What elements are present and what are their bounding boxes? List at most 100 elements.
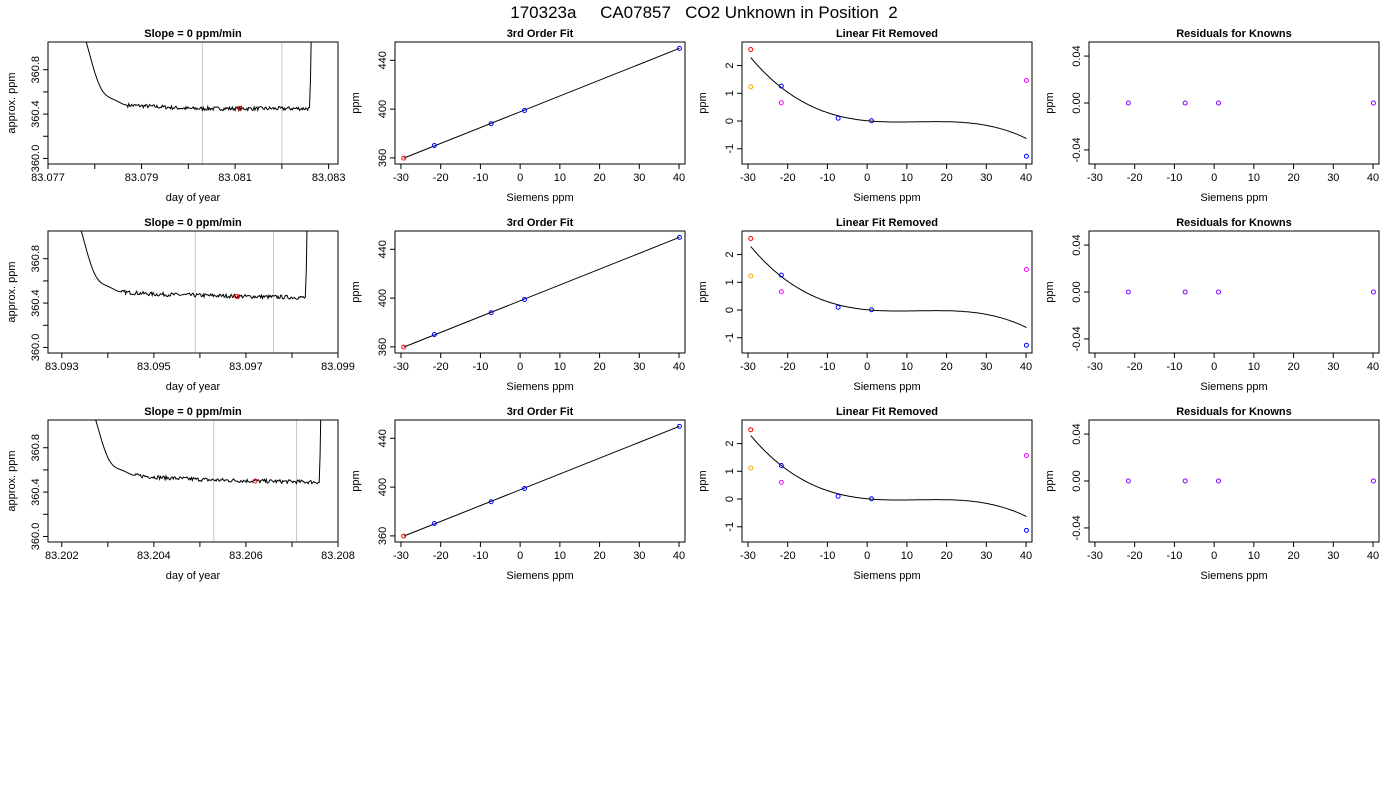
- y-tick-label: 1: [724, 90, 736, 96]
- x-tick-label: 30: [980, 361, 992, 373]
- x-tick-label: 20: [1287, 361, 1299, 373]
- panel-data: [401, 45, 682, 161]
- y-tick-label: 400: [377, 289, 389, 307]
- data-point: [488, 121, 494, 127]
- x-tick-label: 83.093: [45, 361, 79, 373]
- x-tick-label: 30: [633, 361, 645, 373]
- y-tick-label: 360.8: [30, 56, 42, 84]
- data-point: [869, 118, 875, 124]
- x-axis-label: Siemens ppm: [1200, 570, 1267, 582]
- data-point: [522, 107, 528, 113]
- x-tick-label: 20: [593, 361, 605, 373]
- panel-title: Slope = 0 ppm/min: [144, 406, 242, 418]
- x-tick-label: 20: [940, 550, 952, 562]
- x-tick-label: -20: [780, 361, 796, 373]
- data-point: [778, 83, 784, 89]
- x-tick-label: -10: [1166, 361, 1182, 373]
- panel-frame: [1088, 230, 1380, 354]
- trace-line: [80, 231, 308, 301]
- panel-1-3: Residuals for Knowns -30 -20 -10 0 10 20 30 40 -0…: [1044, 217, 1380, 393]
- x-tick-label: 0: [1211, 172, 1217, 184]
- data-point: [1023, 78, 1029, 84]
- panel-frame: [741, 230, 1033, 354]
- x-tick-label: 83.202: [45, 550, 79, 562]
- y-tick-label: -0.04: [1071, 515, 1083, 540]
- data-point: [778, 272, 784, 278]
- x-tick-label: -30: [740, 361, 756, 373]
- panel-0-3: Residuals for Knowns -30 -20 -10 0 10 20 30 40 -0…: [1044, 28, 1380, 204]
- panel-title: 3rd Order Fit: [507, 217, 574, 229]
- panel-0-1: 3rd Order Fit -30 -20 -10 0 10 20 30 40 360 400 440…: [350, 28, 686, 204]
- y-axis-label: ppm: [350, 281, 362, 302]
- x-tick-label: 40: [673, 550, 685, 562]
- data-point: [778, 100, 784, 106]
- y-tick-label: 360: [377, 338, 389, 356]
- x-tick-label: -20: [1127, 550, 1143, 562]
- panel-data: [1125, 289, 1376, 295]
- x-tick-label: 40: [1020, 172, 1032, 184]
- y-tick-label: -0.04: [1071, 326, 1083, 351]
- panel-title: Linear Fit Removed: [836, 406, 938, 418]
- x-tick-label: -10: [472, 550, 488, 562]
- y-tick-label: 1: [724, 279, 736, 285]
- data-point: [1023, 452, 1029, 458]
- x-tick-label: -20: [433, 172, 449, 184]
- y-tick-label: 0: [724, 307, 736, 313]
- panel-frame: [1088, 41, 1380, 165]
- data-point: [748, 465, 754, 471]
- x-tick-label: 10: [554, 172, 566, 184]
- x-tick-label: -10: [472, 172, 488, 184]
- x-axis-label: Siemens ppm: [1200, 381, 1267, 393]
- x-tick-label: 0: [864, 550, 870, 562]
- panel-title: Residuals for Knowns: [1176, 406, 1292, 418]
- panel-data: [95, 420, 322, 542]
- y-tick-label: 0.00: [1071, 281, 1083, 302]
- x-tick-label: 83.208: [321, 550, 355, 562]
- x-tick-label: -10: [1166, 172, 1182, 184]
- panel-frame: [394, 230, 686, 354]
- y-tick-label: 360.4: [30, 289, 42, 317]
- x-tick-label: 40: [1020, 550, 1032, 562]
- data-point: [522, 485, 528, 491]
- x-tick-label: 40: [1020, 361, 1032, 373]
- panel-frame: [741, 419, 1033, 543]
- cubic-fit-curve: [750, 57, 1027, 139]
- data-point: [401, 533, 407, 539]
- panel-frame: [47, 419, 339, 543]
- y-tick-label: 360.0: [30, 523, 42, 551]
- x-tick-label: -30: [740, 172, 756, 184]
- x-tick-label: 10: [554, 361, 566, 373]
- x-tick-label: 0: [517, 361, 523, 373]
- x-tick-label: 83.206: [229, 550, 263, 562]
- sample-marker: [237, 106, 243, 112]
- x-axis-label: day of year: [166, 570, 221, 582]
- y-tick-label: -0.04: [1071, 137, 1083, 162]
- x-tick-label: 40: [673, 172, 685, 184]
- x-tick-label: 30: [980, 550, 992, 562]
- x-tick-label: 40: [1367, 172, 1379, 184]
- fit-line: [403, 236, 680, 348]
- panel-2-1: 3rd Order Fit -30 -20 -10 0 10 20 30 40 360 400 440…: [350, 406, 686, 582]
- trace-line: [85, 42, 312, 113]
- panel-2-3: Residuals for Knowns -30 -20 -10 0 10 20 30 40 -0…: [1044, 406, 1380, 582]
- x-tick-label: 10: [901, 550, 913, 562]
- panel-data: [1125, 100, 1376, 106]
- y-tick-label: 2: [724, 63, 736, 69]
- data-point: [431, 520, 437, 526]
- data-point: [676, 45, 682, 51]
- panel-1-2: Linear Fit Removed-30 -20 -10 0 10 20 30 40-101…: [697, 217, 1033, 393]
- y-tick-label: 440: [377, 240, 389, 258]
- x-axis-label: Siemens ppm: [506, 570, 573, 582]
- x-tick-label: -10: [472, 361, 488, 373]
- x-tick-label: -20: [1127, 361, 1143, 373]
- x-tick-label: 30: [633, 172, 645, 184]
- data-point: [778, 479, 784, 485]
- panel-data: [748, 427, 1029, 533]
- y-tick-label: 400: [377, 478, 389, 496]
- data-point: [676, 234, 682, 240]
- x-tick-label: -30: [1087, 361, 1103, 373]
- x-tick-label: 83.081: [218, 172, 252, 184]
- x-tick-label: 30: [1327, 550, 1339, 562]
- data-point: [1023, 527, 1029, 533]
- data-point: [1125, 289, 1131, 295]
